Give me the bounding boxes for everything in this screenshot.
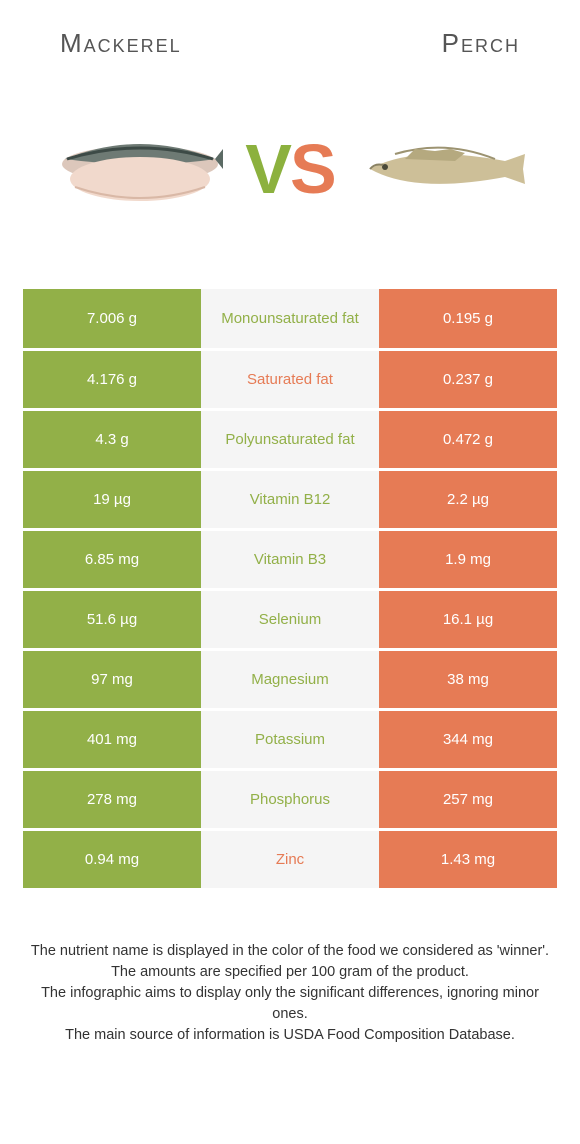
nutrient-label: Vitamin B3 [201, 529, 379, 589]
footnotes: The nutrient name is displayed in the co… [0, 891, 580, 1046]
left-value: 4.3 g [23, 409, 201, 469]
nutrient-label: Selenium [201, 589, 379, 649]
nutrient-label: Polyunsaturated fat [201, 409, 379, 469]
right-value: 344 mg [379, 709, 557, 769]
footnote-line: The infographic aims to display only the… [28, 983, 552, 1025]
left-value: 0.94 mg [23, 829, 201, 889]
right-value: 1.9 mg [379, 529, 557, 589]
nutrient-label: Saturated fat [201, 349, 379, 409]
right-value: 38 mg [379, 649, 557, 709]
left-value: 6.85 mg [23, 529, 201, 589]
table-row: 51.6 µgSelenium16.1 µg [23, 589, 557, 649]
footnote-line: The nutrient name is displayed in the co… [28, 941, 552, 962]
comparison-table: 7.006 gMonounsaturated fat0.195 g4.176 g… [23, 289, 557, 891]
left-value: 51.6 µg [23, 589, 201, 649]
hero-row: VS [0, 69, 580, 289]
left-value: 401 mg [23, 709, 201, 769]
title-left: Mackerel [60, 28, 182, 59]
mackerel-image [45, 109, 225, 229]
table-body: 7.006 gMonounsaturated fat0.195 g4.176 g… [23, 289, 557, 889]
header: Mackerel Perch [0, 0, 580, 69]
right-value: 0.237 g [379, 349, 557, 409]
table-row: 19 µgVitamin B122.2 µg [23, 469, 557, 529]
left-value: 97 mg [23, 649, 201, 709]
footnote-line: The main source of information is USDA F… [28, 1025, 552, 1046]
right-value: 16.1 µg [379, 589, 557, 649]
table-row: 401 mgPotassium344 mg [23, 709, 557, 769]
left-value: 7.006 g [23, 289, 201, 349]
table-row: 4.176 gSaturated fat0.237 g [23, 349, 557, 409]
nutrient-label: Vitamin B12 [201, 469, 379, 529]
left-value: 4.176 g [23, 349, 201, 409]
perch-image [355, 109, 535, 229]
table-row: 278 mgPhosphorus257 mg [23, 769, 557, 829]
footnote-line: The amounts are specified per 100 gram o… [28, 962, 552, 983]
table-row: 0.94 mgZinc1.43 mg [23, 829, 557, 889]
nutrient-label: Potassium [201, 709, 379, 769]
right-value: 257 mg [379, 769, 557, 829]
table-row: 97 mgMagnesium38 mg [23, 649, 557, 709]
right-value: 1.43 mg [379, 829, 557, 889]
vs-s: S [290, 130, 335, 208]
title-right: Perch [442, 28, 520, 59]
right-value: 0.195 g [379, 289, 557, 349]
left-value: 278 mg [23, 769, 201, 829]
vs-label: VS [245, 129, 334, 209]
nutrient-label: Magnesium [201, 649, 379, 709]
right-value: 2.2 µg [379, 469, 557, 529]
vs-v: V [245, 130, 290, 208]
right-value: 0.472 g [379, 409, 557, 469]
nutrient-label: Zinc [201, 829, 379, 889]
table-row: 6.85 mgVitamin B31.9 mg [23, 529, 557, 589]
table-row: 7.006 gMonounsaturated fat0.195 g [23, 289, 557, 349]
table-row: 4.3 gPolyunsaturated fat0.472 g [23, 409, 557, 469]
nutrient-label: Phosphorus [201, 769, 379, 829]
left-value: 19 µg [23, 469, 201, 529]
nutrient-label: Monounsaturated fat [201, 289, 379, 349]
